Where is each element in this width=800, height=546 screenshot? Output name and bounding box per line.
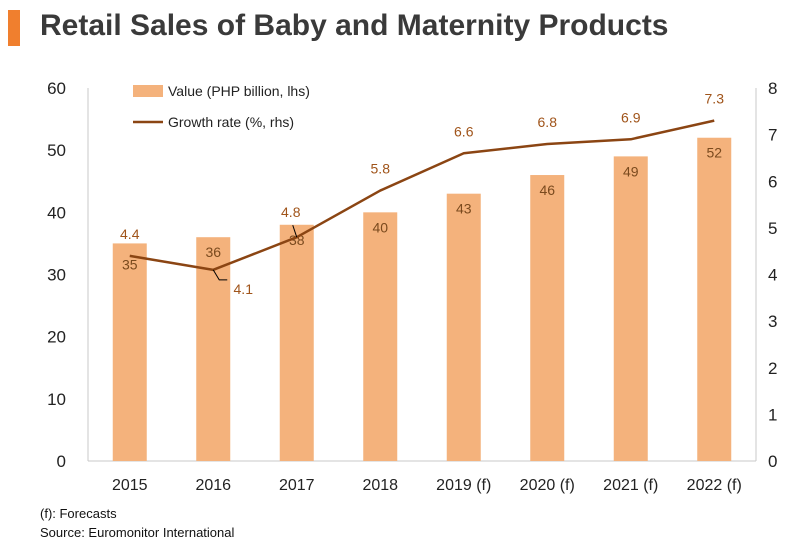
line-data-label: 6.6 xyxy=(454,123,474,139)
x-tick-label: 2022 (f) xyxy=(687,477,742,494)
chart-title: Retail Sales of Baby and Maternity Produ… xyxy=(40,9,669,42)
y-left-tick-label: 50 xyxy=(47,141,66,160)
y-left-tick-label: 0 xyxy=(57,452,66,471)
data-label-leader-line xyxy=(212,269,228,281)
bar xyxy=(196,237,231,461)
y-right-tick-label: 7 xyxy=(768,126,777,145)
bar xyxy=(446,193,481,461)
line-data-label: 6.9 xyxy=(621,109,641,125)
line-data-label: 4.1 xyxy=(234,281,254,297)
x-tick-label: 2017 xyxy=(279,477,315,494)
legend-bar-swatch xyxy=(133,85,163,97)
legend-line-label: Growth rate (%, rhs) xyxy=(168,114,294,130)
x-tick-label: 2021 (f) xyxy=(603,477,658,494)
bar xyxy=(279,224,314,461)
y-right-tick-label: 0 xyxy=(768,452,777,471)
bar-data-label: 35 xyxy=(122,256,138,272)
y-right-tick-label: 8 xyxy=(768,79,777,98)
y-right-tick-label: 5 xyxy=(768,219,777,238)
bar xyxy=(697,137,732,461)
forecast-footnote: (f): Forecasts xyxy=(40,506,117,521)
y-left-tick-label: 20 xyxy=(47,328,66,347)
y-right-tick-label: 6 xyxy=(768,172,777,191)
x-tick-label: 2019 (f) xyxy=(436,477,491,494)
y-right-tick-label: 3 xyxy=(768,312,777,331)
bar xyxy=(112,243,147,461)
bar xyxy=(363,212,398,461)
line-data-label: 5.8 xyxy=(371,161,391,177)
bar-data-label: 49 xyxy=(623,163,639,179)
y-right-tick-label: 4 xyxy=(768,266,777,285)
source-footnote: Source: Euromonitor International xyxy=(40,525,235,540)
bar-data-label: 40 xyxy=(372,219,388,235)
bar-data-label: 43 xyxy=(456,201,472,217)
y-right-tick-label: 1 xyxy=(768,405,777,424)
line-data-label: 4.8 xyxy=(281,204,301,220)
bar-data-label: 52 xyxy=(706,145,722,161)
bar xyxy=(530,175,565,462)
x-tick-label: 2015 xyxy=(112,477,148,494)
y-left-tick-label: 30 xyxy=(47,266,66,285)
bar-data-label: 46 xyxy=(539,182,555,198)
line-data-label: 4.4 xyxy=(120,226,140,242)
y-left-tick-label: 60 xyxy=(47,79,66,98)
legend-bar-label: Value (PHP billion, lhs) xyxy=(168,83,310,99)
y-left-tick-label: 10 xyxy=(47,390,66,409)
line-data-label: 7.3 xyxy=(705,91,725,107)
growth-rate-line xyxy=(129,119,715,272)
data-label-leader-line xyxy=(292,225,298,238)
x-tick-label: 2018 xyxy=(362,477,398,494)
line-data-label: 6.8 xyxy=(538,114,558,130)
y-right-tick-label: 2 xyxy=(768,359,777,378)
y-left-tick-label: 40 xyxy=(47,203,66,222)
x-tick-label: 2020 (f) xyxy=(520,477,575,494)
x-tick-label: 2016 xyxy=(195,477,231,494)
bar xyxy=(613,156,648,461)
title-accent-bar xyxy=(8,10,20,46)
bar-data-label: 36 xyxy=(205,244,221,260)
